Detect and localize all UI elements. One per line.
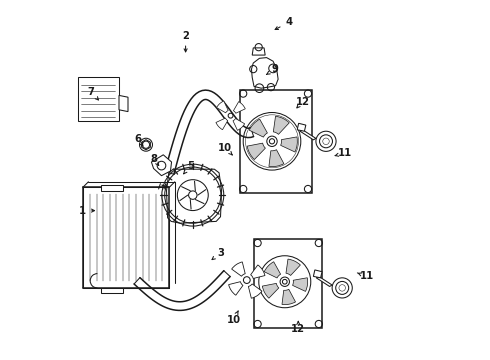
Text: 2: 2 [182, 31, 189, 41]
Text: 7: 7 [88, 87, 95, 97]
Text: 12: 12 [291, 324, 305, 334]
Polygon shape [252, 48, 265, 55]
Text: 4: 4 [285, 17, 293, 27]
Text: 3: 3 [217, 248, 224, 258]
Text: 11: 11 [360, 271, 374, 282]
Polygon shape [297, 123, 306, 131]
Wedge shape [273, 116, 289, 134]
Polygon shape [314, 270, 322, 278]
Text: 9: 9 [271, 64, 278, 74]
Text: 8: 8 [151, 154, 158, 164]
Wedge shape [247, 143, 266, 159]
Polygon shape [77, 77, 119, 121]
Polygon shape [251, 58, 278, 88]
Text: 12: 12 [295, 96, 310, 107]
Wedge shape [269, 150, 284, 167]
Polygon shape [119, 95, 128, 112]
Polygon shape [83, 187, 170, 288]
Wedge shape [286, 259, 300, 275]
Wedge shape [281, 137, 297, 152]
Text: 10: 10 [226, 315, 241, 325]
Bar [254, 239, 322, 328]
Polygon shape [167, 169, 221, 223]
Polygon shape [316, 276, 332, 287]
Text: 11: 11 [338, 148, 352, 158]
Wedge shape [264, 262, 281, 278]
Wedge shape [232, 262, 245, 276]
Wedge shape [229, 282, 243, 295]
Text: 6: 6 [135, 134, 142, 144]
Text: 5: 5 [187, 161, 194, 171]
Wedge shape [282, 289, 295, 305]
Wedge shape [251, 265, 265, 279]
Wedge shape [233, 102, 245, 113]
Bar [240, 90, 312, 193]
Wedge shape [262, 283, 279, 298]
Wedge shape [233, 118, 245, 130]
Text: 1: 1 [78, 206, 85, 216]
Wedge shape [293, 278, 308, 291]
Wedge shape [249, 119, 268, 137]
Polygon shape [142, 140, 150, 150]
Wedge shape [216, 118, 228, 130]
Polygon shape [151, 155, 172, 176]
Polygon shape [300, 130, 316, 140]
Wedge shape [217, 101, 228, 113]
Bar [101, 288, 122, 293]
Wedge shape [248, 284, 262, 298]
Bar [101, 185, 122, 191]
Text: 10: 10 [218, 143, 232, 153]
